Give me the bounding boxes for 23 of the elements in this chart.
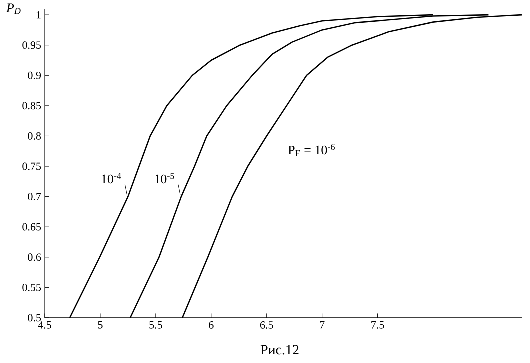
x-tick-label: 7.5: [372, 322, 384, 329]
x-tick-label: 4.5: [38, 322, 52, 329]
y-tick-label: 0.95: [22, 42, 42, 50]
y-tick-label: 0.9: [28, 72, 42, 80]
x-tick-label: 6: [209, 322, 214, 329]
y-tick-label: 0.6: [28, 254, 42, 262]
x-tick-label: 5.5: [150, 322, 162, 329]
y-tick-label: 0.7: [28, 193, 42, 201]
x-tick-label: 5: [98, 322, 103, 329]
series-label: 10$^{-4}$: [102, 173, 122, 184]
y-tick-label: 0.65: [22, 223, 42, 231]
series-label: 10$^{-5}$: [155, 173, 174, 184]
y-axis-title: P$_{D}$: [6, 4, 21, 14]
y-tick-label: 0.75: [22, 162, 42, 170]
y-tick-label: 1: [36, 11, 41, 19]
x-tick-label: 7: [320, 322, 325, 329]
y-tick-label: 0.5: [28, 314, 42, 322]
series-label: P$_{F}$ = 10$^{-6}$: [288, 144, 335, 156]
text: Рис.12: [260, 345, 299, 355]
y-tick-label: 0.8: [28, 132, 42, 140]
x-tick-label: 6.5: [260, 322, 274, 329]
y-tick-label: 0.55: [22, 284, 42, 292]
y-tick-label: 0.85: [22, 102, 42, 110]
